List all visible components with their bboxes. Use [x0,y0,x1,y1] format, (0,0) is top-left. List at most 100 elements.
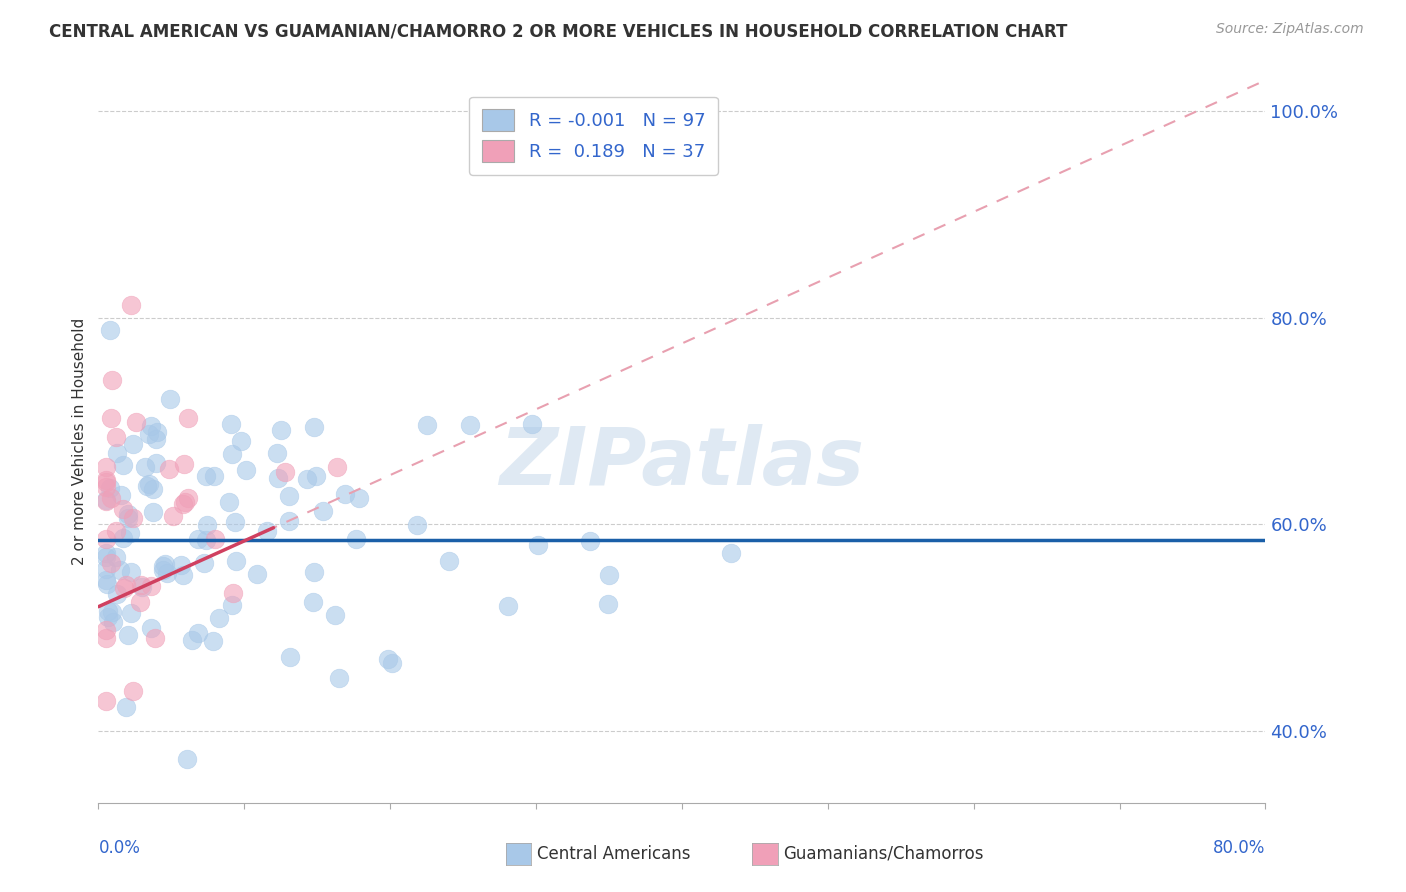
Point [246,567,269,582]
Point [302,420,325,434]
Point [267,471,290,485]
Point [142,504,165,518]
Point [522,417,544,431]
Point [145,432,167,446]
Point [100,556,122,570]
Point [305,468,328,483]
Text: ZIPatlas: ZIPatlas [499,425,865,502]
Point [105,430,128,444]
Point [173,457,195,471]
Point [94,473,117,487]
Point [112,458,135,472]
Point [105,549,128,564]
Point [460,417,482,432]
Point [225,554,247,568]
Text: Central Americans: Central Americans [537,845,690,863]
Point [94,550,117,565]
Point [112,531,135,545]
Point [222,586,245,600]
Point [131,580,153,594]
Point [111,501,134,516]
Point [101,373,124,387]
Point [141,419,163,434]
Point [100,491,122,506]
Point [526,538,548,552]
Point [120,566,142,580]
Point [94,493,117,508]
Text: CENTRAL AMERICAN VS GUAMANIAN/CHAMORRO 2 OR MORE VEHICLES IN HOUSEHOLD CORRELATI: CENTRAL AMERICAN VS GUAMANIAN/CHAMORRO 2… [49,22,1067,40]
Point [159,392,181,406]
Point [121,298,143,312]
Point [121,510,143,524]
Point [496,599,519,613]
Point [720,546,742,560]
Point [201,633,224,648]
Text: Source: ZipAtlas.com: Source: ZipAtlas.com [1216,22,1364,37]
Point [326,460,349,475]
Point [122,437,145,451]
Point [344,532,367,546]
Point [177,410,200,425]
Point [94,562,117,576]
Point [135,479,157,493]
Point [103,615,125,629]
Point [110,563,132,577]
Point [596,597,619,611]
Point [176,752,198,766]
Point [405,518,427,533]
Point [125,415,148,429]
Point [94,694,117,708]
Point [146,425,169,440]
Point [218,495,240,509]
Point [229,434,252,449]
Point [323,608,346,623]
Point [347,491,370,506]
Point [221,598,243,612]
Y-axis label: 2 or more Vehicles in Household: 2 or more Vehicles in Household [72,318,87,566]
Point [138,477,160,491]
Point [195,518,218,533]
Point [221,417,243,431]
Text: 0.0%: 0.0% [98,839,141,857]
Point [94,480,117,494]
Point [156,566,179,580]
Point [117,507,139,521]
Point [162,508,184,523]
Point [94,475,117,489]
Point [381,656,404,670]
Point [152,563,174,577]
Point [138,427,160,442]
Point [280,649,302,664]
Point [224,515,246,529]
Point [100,410,122,425]
Point [579,534,602,549]
Point [101,605,124,619]
Point [98,323,121,337]
Point [176,491,198,505]
Point [152,559,174,574]
Point [94,532,117,546]
Point [193,557,215,571]
Point [302,594,325,608]
Point [312,504,335,518]
Point [94,546,117,560]
Point [105,524,128,539]
Point [187,533,209,547]
Point [110,488,132,502]
Point [302,565,325,579]
Point [195,469,218,483]
Point [333,486,356,500]
Point [134,460,156,475]
Point [153,557,176,571]
Point [129,578,152,592]
Point [256,524,278,538]
Point [221,446,243,460]
Point [235,462,257,476]
Point [114,699,136,714]
Point [416,418,439,433]
Point [172,498,194,512]
Point [157,462,180,476]
Point [94,631,117,645]
Point [117,511,139,525]
Point [142,482,165,496]
